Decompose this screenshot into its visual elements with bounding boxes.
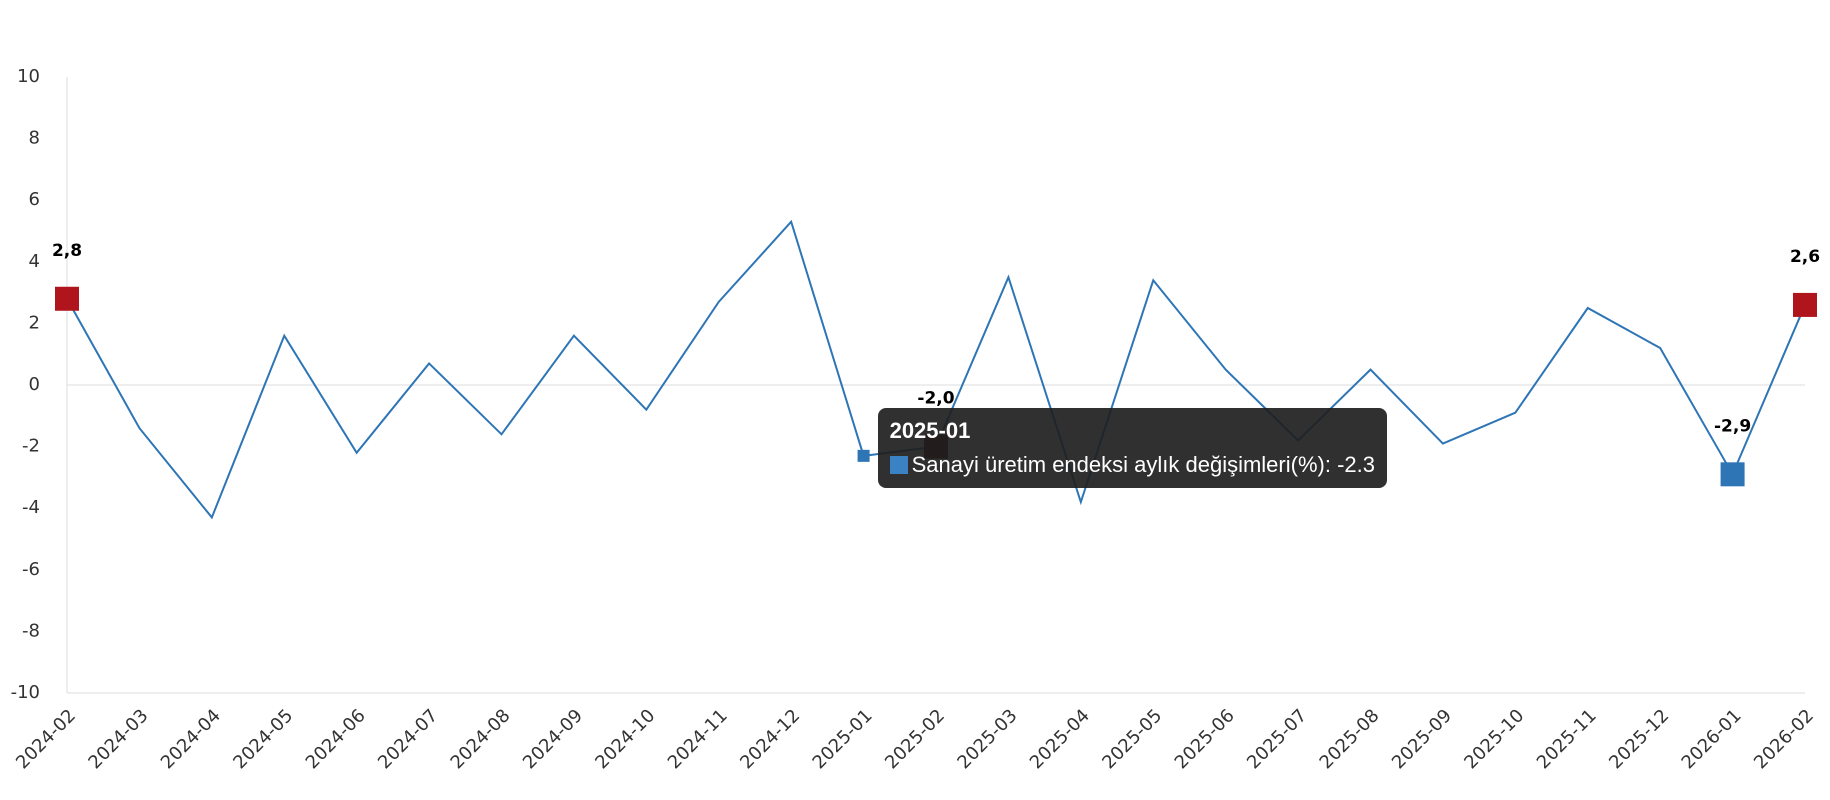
hover-marker bbox=[857, 449, 870, 462]
tooltip-swatch bbox=[889, 455, 908, 474]
x-tick-label: 2025-12 bbox=[1605, 705, 1673, 773]
marker bbox=[1720, 462, 1745, 487]
x-tick-label: 2025-11 bbox=[1533, 705, 1601, 773]
x-tick-label: 2024-07 bbox=[374, 705, 442, 773]
value-label: 2,8 bbox=[52, 241, 82, 261]
value-label: -2,9 bbox=[1714, 416, 1751, 436]
x-tick-label: 2025-01 bbox=[809, 705, 877, 773]
y-tick-label: -2 bbox=[22, 436, 40, 457]
x-tick-label: 2024-06 bbox=[302, 705, 370, 773]
tooltip-row: Sanayi üretim endeksi aylık değişimleri(… bbox=[889, 451, 1375, 478]
x-tick-label: 2024-09 bbox=[519, 705, 587, 773]
y-tick-label: 6 bbox=[29, 189, 40, 210]
y-tick-label: 10 bbox=[17, 66, 40, 87]
x-tick-label: 2026-02 bbox=[1750, 705, 1818, 773]
x-tick-label: 2025-04 bbox=[1026, 705, 1094, 773]
x-tick-label: 2024-12 bbox=[736, 705, 804, 773]
tooltip-series: Sanayi üretim endeksi aylık değişimleri(… bbox=[911, 451, 1325, 477]
x-tick-label: 2024-05 bbox=[229, 705, 297, 773]
y-tick-label: 4 bbox=[29, 251, 40, 272]
y-tick-label: -4 bbox=[22, 497, 40, 518]
x-tick-label: 2025-09 bbox=[1388, 705, 1456, 773]
marker bbox=[1793, 292, 1817, 317]
x-tick-label: 2025-02 bbox=[881, 705, 949, 773]
marker bbox=[55, 286, 79, 311]
x-tick-label: 2025-10 bbox=[1460, 705, 1528, 773]
x-tick-label: 2026-01 bbox=[1678, 705, 1746, 773]
x-tick-label: 2024-04 bbox=[157, 705, 225, 773]
y-tick-label: 0 bbox=[29, 374, 40, 395]
x-tick-label: 2025-07 bbox=[1243, 705, 1311, 773]
tooltip-title: 2025-01 bbox=[889, 417, 971, 443]
y-tick-label: 2 bbox=[29, 312, 40, 333]
value-label: -2,0 bbox=[917, 389, 954, 409]
x-tick-label: 2025-08 bbox=[1316, 705, 1384, 773]
x-tick-label: 2024-11 bbox=[664, 705, 732, 773]
value-label: 2,6 bbox=[1790, 247, 1820, 267]
y-tick-label: -6 bbox=[22, 559, 40, 580]
x-tick-label: 2025-06 bbox=[1171, 705, 1239, 773]
x-tick-label: 2024-02 bbox=[12, 705, 80, 773]
y-tick-label: 8 bbox=[29, 128, 40, 149]
y-tick-label: -10 bbox=[11, 682, 40, 703]
x-tick-label: 2025-03 bbox=[953, 705, 1021, 773]
x-tick-label: 2025-05 bbox=[1098, 705, 1166, 773]
x-tick-label: 2024-10 bbox=[591, 705, 659, 773]
x-tick-label: 2024-03 bbox=[84, 705, 152, 773]
y-tick-label: -8 bbox=[22, 620, 40, 641]
x-tick-label: 2024-08 bbox=[447, 705, 515, 773]
tooltip: 2025-01 Sanayi üretim endeksi aylık deği… bbox=[877, 407, 1387, 488]
tooltip-value: -2.3 bbox=[1337, 451, 1375, 477]
